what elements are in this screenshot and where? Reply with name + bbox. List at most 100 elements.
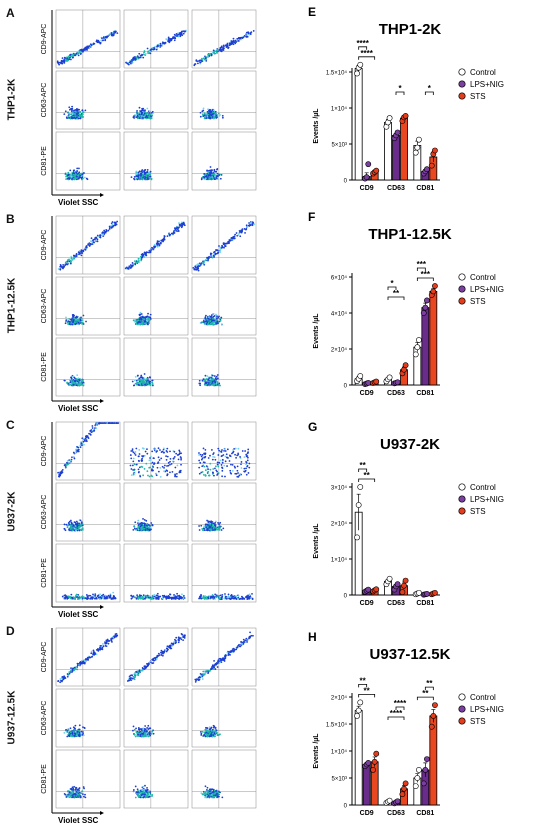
scatter-plot [191,482,257,542]
flow-cytometry-panels: A THP1-2K CD9-APC CD63-APC CD81-PE Violet SSC… [6,6,257,825]
bar-chart: H U937-12.5K 0 5×10³ 1×10⁴ 1.5×10⁴ 2×10⁴ Events… [308,630,504,817]
legend-label: STS [470,507,486,516]
marker-label: CD9-APC [41,436,48,467]
data-point [370,766,376,773]
data-point [402,577,409,584]
data-point [357,484,364,490]
bar [421,307,430,386]
legend-label: Control [470,68,496,77]
panel-letter: B [6,212,15,226]
flow-plot-grid: CD9-APC CD63-APC CD81-PE Violet SSC [41,215,257,413]
legend-label: LPS+NIG [470,285,504,294]
data-point [399,589,406,596]
panel-letter: H [308,630,317,644]
flow-plot-grid: CD9-APC CD63-APC CD81-PE Violet SSC [41,9,257,207]
data-point [402,362,409,369]
significance-bracket [387,286,397,290]
marker-label: CD81-PE [41,352,48,382]
significance-label: ** [393,289,400,298]
scatter-plot [123,131,189,191]
legend-label: LPS+NIG [470,495,504,504]
scatter-plot [55,749,121,809]
data-point [414,344,421,351]
significance-bracket [358,684,368,688]
scatter-plot [123,215,189,275]
marker-label: CD63-APC [41,289,48,324]
x-tick-label: CD81 [416,810,434,817]
data-point [416,589,422,596]
scatter-plot [55,421,121,481]
error-bar [356,493,361,531]
scatter-plot [123,627,189,687]
x-tick-label: CD9 [360,600,374,607]
significance-bracket [416,267,426,271]
bar-chart: E THP1-2K 0 5×10³ 1×10⁴ 1.5×10⁴ Events /µL CD9 C… [308,5,504,192]
y-tick-label: 4×10⁴ [331,311,348,318]
legend-label: LPS+NIG [470,80,504,89]
scatter-plot [123,337,189,397]
data-point [386,374,393,381]
scatter-plot [55,70,121,130]
panel-letter: D [6,624,15,638]
y-tick-label: 0 [344,384,348,390]
bar-chart-panels: E THP1-2K 0 5×10³ 1×10⁴ 1.5×10⁴ Events /µL CD9 C… [300,0,550,832]
y-tick-label: 1×10⁴ [331,749,348,756]
legend-label: Control [470,693,496,702]
marker-label: CD9-APC [41,230,48,261]
x-tick-label: CD9 [360,185,374,192]
data-point [424,166,430,173]
data-point [401,582,407,589]
data-point [365,759,372,766]
x-tick-label: CD63 [387,810,405,817]
scatter-plot [191,276,257,336]
data-point [424,297,430,304]
x-tick-label: CD81 [416,600,434,607]
significance-label: ** [364,471,371,480]
data-point [432,283,438,289]
legend-marker [458,495,466,503]
data-point [373,378,380,385]
significance-label: ** [360,676,367,685]
significance-bracket [358,694,376,698]
legend-marker [458,483,466,491]
y-tick-label: 0 [344,179,348,185]
scatter-plot [55,215,121,275]
y-tick-label: 5×10³ [331,143,347,149]
legend-marker [458,92,466,100]
bar [429,291,438,386]
significance-label: **** [356,39,369,48]
x-axis-label: Violet SSC [58,404,99,413]
scatter-plot [55,543,121,603]
significance-label: **** [394,699,407,708]
x-axis-label: Violet SSC [58,816,99,825]
y-axis-label: Events /µL [313,523,320,559]
scatter-plot [191,627,257,687]
scatter-plot [55,131,121,191]
data-point [357,699,364,706]
significance-bracket [395,91,405,95]
significance-label: ** [426,679,433,688]
data-point [354,70,360,77]
x-tick-label: CD63 [387,390,405,397]
significance-bracket [358,478,376,482]
significance-bracket [358,46,368,50]
data-point [420,310,427,316]
marker-label: CD63-APC [41,495,48,530]
data-point [430,713,437,719]
y-tick-label: 1.5×10⁴ [326,70,348,77]
legend-marker [458,68,466,76]
chart-title: THP1-2K [379,21,442,38]
scatter-plot [55,9,121,69]
chart-title: U937-2K [380,436,440,453]
legend-marker [458,705,466,713]
bar [392,134,400,181]
x-tick-label: CD63 [387,600,405,607]
data-point [399,791,406,798]
chart-title: U937-12.5K [370,646,451,663]
significance-bracket [358,468,368,472]
y-tick-label: 1.5×10⁴ [326,722,348,729]
panel-letter: A [6,6,15,20]
significance-bracket [358,56,376,60]
data-point [424,756,430,762]
data-point [365,379,372,386]
